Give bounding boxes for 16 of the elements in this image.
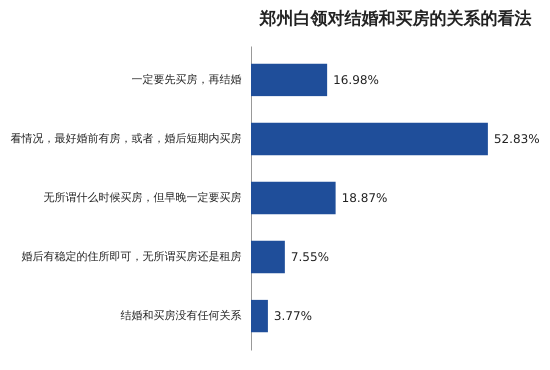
y-tick-label: 看情况，最好婚前有房，或者，婚后短期内买房 [10,132,242,145]
y-tick-label: 无所谓什么时候买房，但早晚一定要买房 [44,191,242,204]
bar [251,122,488,156]
chart-title: 郑州白领对结婚和买房的关系的看法 [258,9,532,29]
bar [251,240,285,274]
y-tick-label: 婚后有稳定的住所即可，无所谓买房还是租房 [22,250,242,264]
data-label: 52.83% [494,132,540,146]
bar [251,64,328,96]
data-label: 3.77% [274,309,312,324]
data-label: 7.55% [290,250,329,264]
data-label: 18.87% [342,191,388,205]
bar [251,182,336,214]
bar [251,300,268,332]
y-tick-label: 一定要先买房，再结婚 [132,72,242,86]
data-label: 16.98% [333,72,379,87]
y-tick-label: 结婚和买房没有任何关系 [120,309,242,322]
